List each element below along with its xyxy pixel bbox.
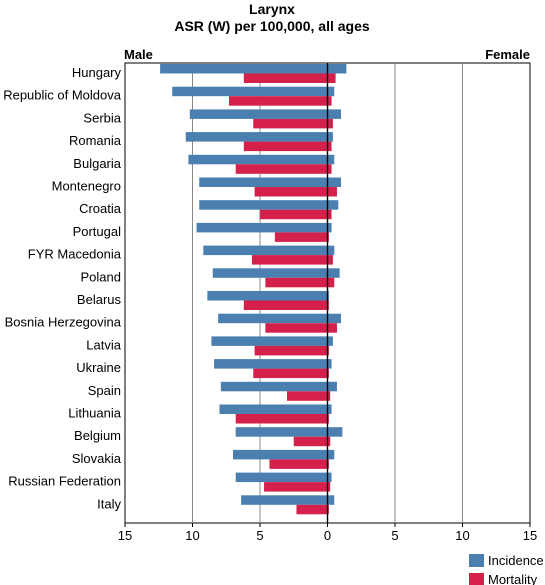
bar-incidence-7 bbox=[196, 222, 332, 233]
chart-title: Larynx bbox=[249, 1, 295, 17]
bar-mortality-3 bbox=[243, 141, 332, 152]
bar-mortality-13 bbox=[253, 368, 329, 379]
bar-mortality-1 bbox=[228, 96, 332, 106]
legend-swatch-mortality bbox=[469, 573, 484, 585]
category-label-2: Serbia bbox=[83, 110, 121, 125]
category-label-1: Republic of Moldova bbox=[3, 88, 122, 103]
bar-mortality-16 bbox=[293, 436, 331, 447]
bar-mortality-10 bbox=[243, 300, 329, 310]
bar-incidence-10 bbox=[207, 291, 329, 301]
category-label-5: Montenegro bbox=[52, 179, 121, 194]
bar-mortality-17 bbox=[269, 459, 329, 469]
x-tick-label-4: 5 bbox=[391, 528, 398, 543]
legend-swatch-incidence bbox=[469, 554, 484, 567]
bar-mortality-19 bbox=[296, 504, 329, 515]
chart-subtitle: ASR (W) per 100,000, all ages bbox=[174, 18, 370, 34]
bar-mortality-5 bbox=[254, 187, 337, 197]
bar-incidence-1 bbox=[172, 86, 335, 97]
bar-series bbox=[160, 64, 347, 515]
category-label-14: Spain bbox=[88, 383, 121, 398]
male-side-label: Male bbox=[124, 47, 153, 62]
category-label-4: Bulgaria bbox=[73, 156, 121, 171]
bar-mortality-12 bbox=[254, 345, 329, 356]
category-label-18: Russian Federation bbox=[8, 474, 121, 489]
bar-mortality-4 bbox=[235, 164, 332, 174]
x-tick-label-6: 15 bbox=[523, 528, 537, 543]
female-side-label: Female bbox=[485, 47, 530, 62]
category-label-15: Lithuania bbox=[68, 406, 122, 421]
category-label-17: Slovakia bbox=[72, 451, 122, 466]
x-tick-label-0: 15 bbox=[118, 528, 132, 543]
bar-mortality-8 bbox=[251, 255, 333, 265]
bar-incidence-18 bbox=[235, 472, 332, 483]
bar-mortality-7 bbox=[274, 232, 329, 242]
bar-incidence-0 bbox=[160, 64, 347, 74]
bar-incidence-6 bbox=[199, 200, 339, 210]
bar-incidence-2 bbox=[189, 109, 341, 119]
bar-incidence-14 bbox=[220, 381, 337, 392]
bar-incidence-5 bbox=[199, 177, 341, 187]
bar-incidence-3 bbox=[185, 132, 333, 142]
bar-incidence-9 bbox=[212, 268, 340, 278]
bar-mortality-14 bbox=[287, 391, 331, 401]
bar-incidence-12 bbox=[211, 336, 333, 346]
category-label-9: Poland bbox=[81, 269, 121, 284]
bar-incidence-4 bbox=[188, 154, 335, 165]
plot-area: Hungary Republic of Moldova Serbia Romania B… bbox=[3, 62, 537, 543]
bar-mortality-6 bbox=[260, 209, 332, 220]
x-tick-label-1: 10 bbox=[185, 528, 199, 543]
category-label-3: Romania bbox=[69, 133, 122, 148]
bar-incidence-17 bbox=[233, 449, 335, 460]
legend-label-incidence: Incidence bbox=[488, 553, 544, 568]
x-axis-ticks: 15 10 5 0 5 10 15 bbox=[118, 523, 537, 543]
bar-mortality-15 bbox=[235, 414, 329, 424]
category-label-7: Portugal bbox=[73, 224, 122, 239]
category-label-11: Bosnia Herzegovina bbox=[5, 315, 122, 330]
category-label-12: Latvia bbox=[86, 337, 121, 352]
bar-mortality-2 bbox=[253, 118, 333, 129]
bar-incidence-19 bbox=[241, 495, 335, 505]
bar-mortality-9 bbox=[265, 277, 335, 288]
x-tick-label-2: 5 bbox=[256, 528, 263, 543]
bar-incidence-8 bbox=[203, 245, 335, 256]
x-tick-label-5: 10 bbox=[455, 528, 469, 543]
category-label-0: Hungary bbox=[72, 65, 122, 80]
bar-mortality-0 bbox=[243, 73, 336, 83]
category-label-13: Ukraine bbox=[76, 360, 121, 375]
bar-mortality-18 bbox=[264, 482, 331, 492]
category-label-8: FYR Macedonia bbox=[28, 247, 122, 262]
category-label-10: Belarus bbox=[77, 292, 122, 307]
bar-incidence-13 bbox=[214, 359, 332, 369]
category-label-6: Croatia bbox=[79, 201, 122, 216]
category-label-16: Belgium bbox=[74, 428, 121, 443]
bar-incidence-15 bbox=[219, 404, 332, 414]
bar-mortality-11 bbox=[265, 323, 337, 333]
x-tick-label-3: 0 bbox=[324, 528, 331, 543]
bar-incidence-16 bbox=[235, 427, 343, 437]
category-labels: Hungary Republic of Moldova Serbia Romania B… bbox=[3, 65, 122, 511]
legend-label-mortality: Mortality bbox=[488, 572, 538, 585]
category-label-19: Italy bbox=[97, 496, 121, 511]
legend: Incidence Mortality bbox=[469, 553, 544, 585]
bar-incidence-11 bbox=[218, 313, 341, 324]
